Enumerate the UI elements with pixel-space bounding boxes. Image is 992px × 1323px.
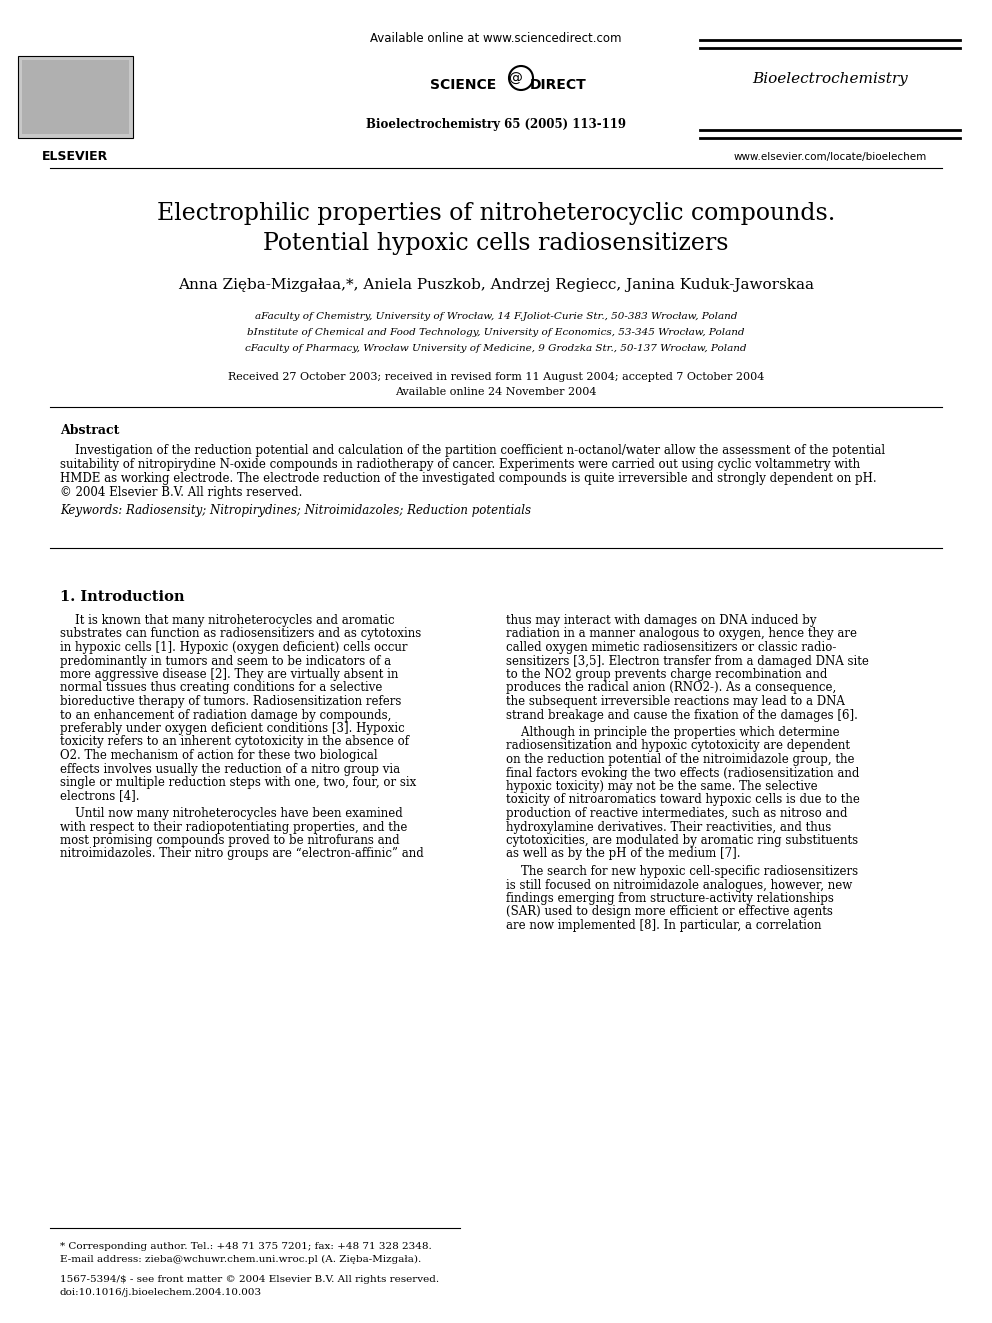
Text: SCIENCE: SCIENCE (430, 78, 496, 93)
Text: bInstitute of Chemical and Food Technology, University of Economics, 53-345 Wroc: bInstitute of Chemical and Food Technolo… (247, 328, 745, 337)
Text: doi:10.1016/j.bioelechem.2004.10.003: doi:10.1016/j.bioelechem.2004.10.003 (60, 1289, 262, 1297)
Text: * Corresponding author. Tel.: +48 71 375 7201; fax: +48 71 328 2348.: * Corresponding author. Tel.: +48 71 375… (60, 1242, 432, 1252)
Text: Until now many nitroheterocycles have been examined: Until now many nitroheterocycles have be… (60, 807, 403, 820)
Text: most promising compounds proved to be nitrofurans and: most promising compounds proved to be ni… (60, 833, 400, 847)
Text: Electrophilic properties of nitroheterocyclic compounds.: Electrophilic properties of nitroheteroc… (157, 202, 835, 225)
Text: www.elsevier.com/locate/bioelechem: www.elsevier.com/locate/bioelechem (733, 152, 927, 161)
Text: is still focused on nitroimidazole analogues, however, new: is still focused on nitroimidazole analo… (506, 878, 852, 892)
Text: Received 27 October 2003; received in revised form 11 August 2004; accepted 7 Oc: Received 27 October 2003; received in re… (228, 372, 764, 382)
Text: findings emerging from structure-activity relationships: findings emerging from structure-activit… (506, 892, 834, 905)
Text: Bioelectrochemistry: Bioelectrochemistry (752, 71, 908, 86)
Text: more aggressive disease [2]. They are virtually absent in: more aggressive disease [2]. They are vi… (60, 668, 399, 681)
Text: normal tissues thus creating conditions for a selective: normal tissues thus creating conditions … (60, 681, 382, 695)
Text: strand breakage and cause the fixation of the damages [6].: strand breakage and cause the fixation o… (506, 709, 858, 721)
Text: hydroxylamine derivatives. Their reactivities, and thus: hydroxylamine derivatives. Their reactiv… (506, 820, 831, 833)
Text: called oxygen mimetic radiosensitizers or classic radio-: called oxygen mimetic radiosensitizers o… (506, 642, 836, 654)
Text: to the NO2 group prevents charge recombination and: to the NO2 group prevents charge recombi… (506, 668, 827, 681)
Text: nitroimidazoles. Their nitro groups are “electron-affinic” and: nitroimidazoles. Their nitro groups are … (60, 848, 424, 860)
Text: final factors evoking the two effects (radiosensitization and: final factors evoking the two effects (r… (506, 766, 859, 779)
Text: electrons [4].: electrons [4]. (60, 790, 140, 803)
Text: cytotoxicities, are modulated by aromatic ring substituents: cytotoxicities, are modulated by aromati… (506, 833, 858, 847)
Text: substrates can function as radiosensitizers and as cytotoxins: substrates can function as radiosensitiz… (60, 627, 422, 640)
Text: on the reduction potential of the nitroimidazole group, the: on the reduction potential of the nitroi… (506, 753, 854, 766)
Text: bioreductive therapy of tumors. Radiosensitization refers: bioreductive therapy of tumors. Radiosen… (60, 695, 402, 708)
Text: HMDE as working electrode. The electrode reduction of the investigated compounds: HMDE as working electrode. The electrode… (60, 472, 877, 486)
Text: suitability of nitropirydine N-oxide compounds in radiotherapy of cancer. Experi: suitability of nitropirydine N-oxide com… (60, 458, 860, 471)
Text: predominantly in tumors and seem to be indicators of a: predominantly in tumors and seem to be i… (60, 655, 391, 668)
Text: toxicity of nitroaromatics toward hypoxic cells is due to the: toxicity of nitroaromatics toward hypoxi… (506, 794, 860, 807)
Text: It is known that many nitroheterocycles and aromatic: It is known that many nitroheterocycles … (60, 614, 395, 627)
Text: E-mail address: zieba@wchuwr.chem.uni.wroc.pl (A. Zięba-Mizgała).: E-mail address: zieba@wchuwr.chem.uni.wr… (60, 1256, 422, 1263)
Text: are now implemented [8]. In particular, a correlation: are now implemented [8]. In particular, … (506, 919, 821, 931)
Text: production of reactive intermediates, such as nitroso and: production of reactive intermediates, su… (506, 807, 847, 820)
Text: 1567-5394/$ - see front matter © 2004 Elsevier B.V. All rights reserved.: 1567-5394/$ - see front matter © 2004 El… (60, 1275, 439, 1285)
Text: cFaculty of Pharmacy, Wrocław University of Medicine, 9 Grodzka Str., 50-137 Wro: cFaculty of Pharmacy, Wrocław University… (245, 344, 747, 353)
Text: Bioelectrochemistry 65 (2005) 113-119: Bioelectrochemistry 65 (2005) 113-119 (366, 118, 626, 131)
Text: (SAR) used to design more efficient or effective agents: (SAR) used to design more efficient or e… (506, 905, 833, 918)
Text: Keywords: Radiosensity; Nitropirydines; Nitroimidazoles; Reduction potentials: Keywords: Radiosensity; Nitropirydines; … (60, 504, 531, 517)
Text: © 2004 Elsevier B.V. All rights reserved.: © 2004 Elsevier B.V. All rights reserved… (60, 486, 303, 499)
Text: radiosensitization and hypoxic cytotoxicity are dependent: radiosensitization and hypoxic cytotoxic… (506, 740, 850, 753)
Text: O2. The mechanism of action for these two biological: O2. The mechanism of action for these tw… (60, 749, 378, 762)
Text: DIRECT: DIRECT (530, 78, 586, 93)
Text: The search for new hypoxic cell-specific radiosensitizers: The search for new hypoxic cell-specific… (506, 865, 858, 878)
Text: ELSEVIER: ELSEVIER (42, 149, 108, 163)
Text: with respect to their radiopotentiating properties, and the: with respect to their radiopotentiating … (60, 820, 408, 833)
Text: the subsequent irreversible reactions may lead to a DNA: the subsequent irreversible reactions ma… (506, 695, 845, 708)
Text: radiation in a manner analogous to oxygen, hence they are: radiation in a manner analogous to oxyge… (506, 627, 857, 640)
Text: 1. Introduction: 1. Introduction (60, 590, 185, 605)
FancyBboxPatch shape (22, 60, 129, 134)
Text: to an enhancement of radiation damage by compounds,: to an enhancement of radiation damage by… (60, 709, 392, 721)
Text: toxicity refers to an inherent cytotoxicity in the absence of: toxicity refers to an inherent cytotoxic… (60, 736, 409, 749)
Text: Anna Zięba-Mizgałaa,*, Aniela Puszkob, Andrzej Regiecc, Janina Kuduk-Jaworskaa: Anna Zięba-Mizgałaa,*, Aniela Puszkob, A… (178, 278, 814, 292)
Text: single or multiple reduction steps with one, two, four, or six: single or multiple reduction steps with … (60, 777, 417, 789)
Text: hypoxic toxicity) may not be the same. The selective: hypoxic toxicity) may not be the same. T… (506, 781, 817, 792)
Text: Available online 24 November 2004: Available online 24 November 2004 (395, 388, 597, 397)
Text: effects involves usually the reduction of a nitro group via: effects involves usually the reduction o… (60, 762, 400, 775)
Text: thus may interact with damages on DNA induced by: thus may interact with damages on DNA in… (506, 614, 816, 627)
Text: Although in principle the properties which determine: Although in principle the properties whi… (506, 726, 839, 740)
Text: Available online at www.sciencedirect.com: Available online at www.sciencedirect.co… (370, 32, 622, 45)
Text: @: @ (508, 71, 522, 86)
Text: as well as by the pH of the medium [7].: as well as by the pH of the medium [7]. (506, 848, 740, 860)
Text: produces the radical anion (RNO2-). As a consequence,: produces the radical anion (RNO2-). As a… (506, 681, 836, 695)
Text: Potential hypoxic cells radiosensitizers: Potential hypoxic cells radiosensitizers (263, 232, 729, 255)
Text: sensitizers [3,5]. Electron transfer from a damaged DNA site: sensitizers [3,5]. Electron transfer fro… (506, 655, 869, 668)
FancyBboxPatch shape (18, 56, 133, 138)
Text: in hypoxic cells [1]. Hypoxic (oxygen deficient) cells occur: in hypoxic cells [1]. Hypoxic (oxygen de… (60, 642, 408, 654)
Text: aFaculty of Chemistry, University of Wrocław, 14 F.Joliot-Curie Str., 50-383 Wro: aFaculty of Chemistry, University of Wro… (255, 312, 737, 321)
Text: Abstract: Abstract (60, 423, 119, 437)
Text: preferably under oxygen deficient conditions [3]. Hypoxic: preferably under oxygen deficient condit… (60, 722, 405, 736)
Text: Investigation of the reduction potential and calculation of the partition coeffi: Investigation of the reduction potential… (60, 445, 885, 456)
